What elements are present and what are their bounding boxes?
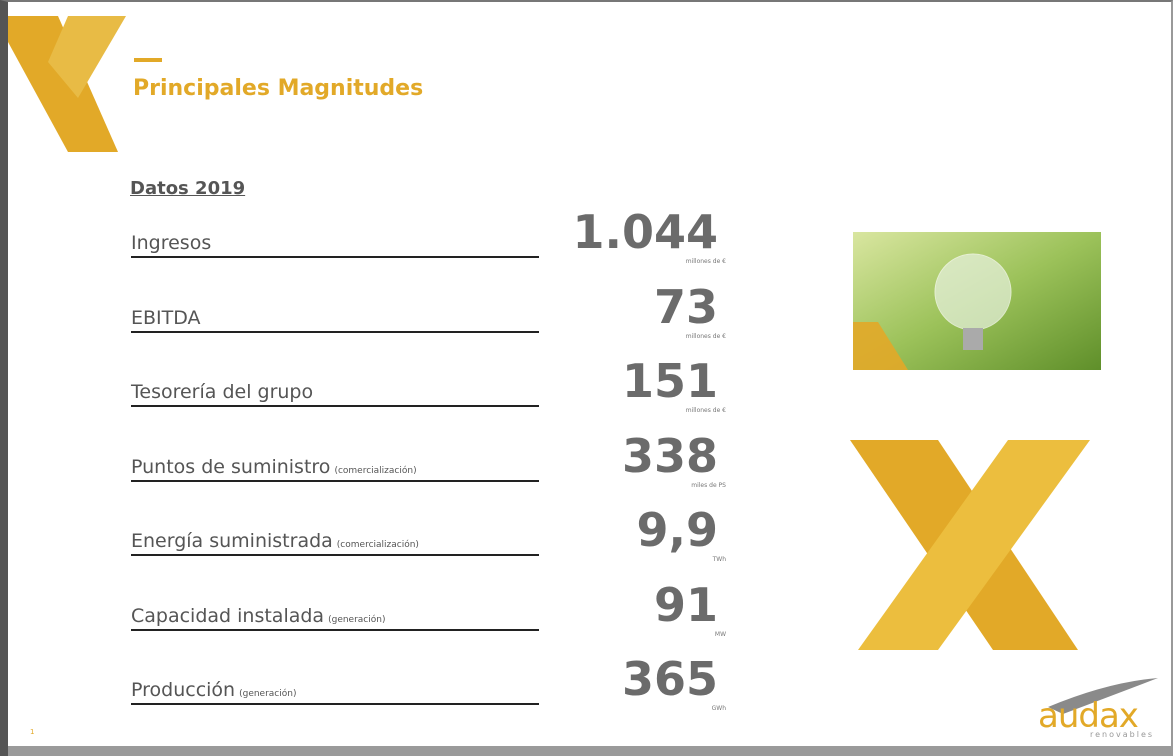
label-note: (comercialización) [334,466,416,476]
value: 151 [418,358,718,404]
unit: TWh [526,556,726,563]
accent [134,58,162,62]
value: 1.044 [418,209,718,255]
logo-tagline: renovables [1090,730,1154,739]
unit: MW [526,631,726,638]
title: Principales Magnitudes [133,76,423,101]
label-note: (generación) [328,615,385,625]
label-note: (comercialización) [337,540,419,550]
value: 9,9 [418,507,718,553]
value: 73 [418,284,718,330]
value: 365 [418,656,718,702]
unit: millones de € [526,407,726,414]
value: 91 [418,582,718,628]
label-text: Energía suministrada [131,530,333,552]
label-text: Tesorería del grupo [131,381,313,403]
subtitle: Datos 2019 [130,178,245,199]
page-number: 1 [30,728,34,736]
label-text: EBITDA [131,307,201,329]
unit: miles de PS [526,482,726,489]
label-text: Capacidad instalada [131,605,324,627]
value: 338 [418,433,718,479]
unit: GWh [526,705,726,712]
label-text: Producción [131,679,235,701]
bottom-bar [8,746,1173,756]
unit: millones de € [526,333,726,340]
slide: Principales Magnitudes Datos 2019 Ingres… [0,0,1173,756]
label-text: Puntos de suministro [131,456,330,478]
label-note: (generación) [239,689,296,699]
unit: millones de € [526,258,726,265]
label-text: Ingresos [131,232,211,254]
